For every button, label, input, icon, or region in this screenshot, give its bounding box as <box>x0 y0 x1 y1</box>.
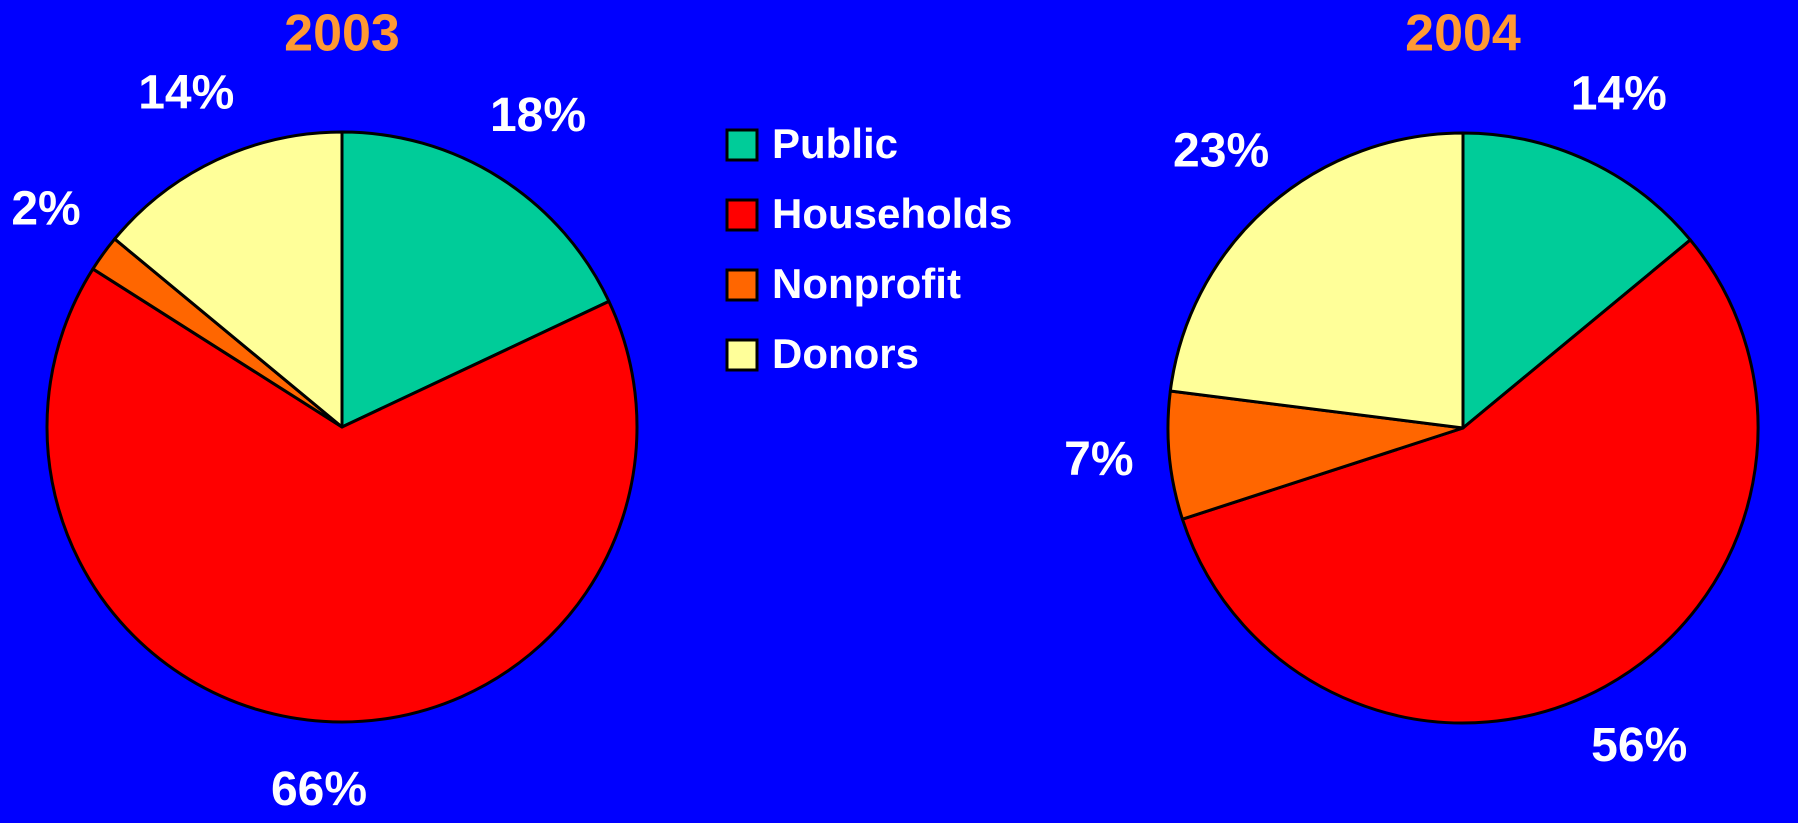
pie-slice <box>1461 131 1692 430</box>
chart-title: 2004 <box>1405 5 1521 63</box>
data-label: 56% <box>1591 719 1687 772</box>
legend-swatch <box>725 338 759 372</box>
data-label: 14% <box>138 67 234 120</box>
data-label: 23% <box>1173 124 1269 177</box>
data-label: 7% <box>1064 433 1133 486</box>
chart-title: 2003 <box>284 5 400 63</box>
legend-swatch <box>725 268 759 302</box>
legend-label: Donors <box>772 330 919 377</box>
legend-swatch <box>725 198 759 232</box>
pie-slice <box>1168 131 1465 430</box>
data-label: 18% <box>490 89 586 142</box>
data-label: 66% <box>271 763 367 816</box>
pie-slice <box>113 130 344 429</box>
legend-label: Households <box>772 190 1012 237</box>
pie-slice <box>340 130 611 429</box>
data-label: 2% <box>11 183 80 236</box>
pie-slice <box>1166 389 1465 521</box>
legend-label: Public <box>772 120 898 167</box>
legend-label: Nonprofit <box>772 260 961 307</box>
legend-swatch <box>725 128 759 162</box>
data-label: 14% <box>1571 68 1667 121</box>
pie-slice <box>1180 238 1760 725</box>
pie-slice <box>45 267 639 724</box>
